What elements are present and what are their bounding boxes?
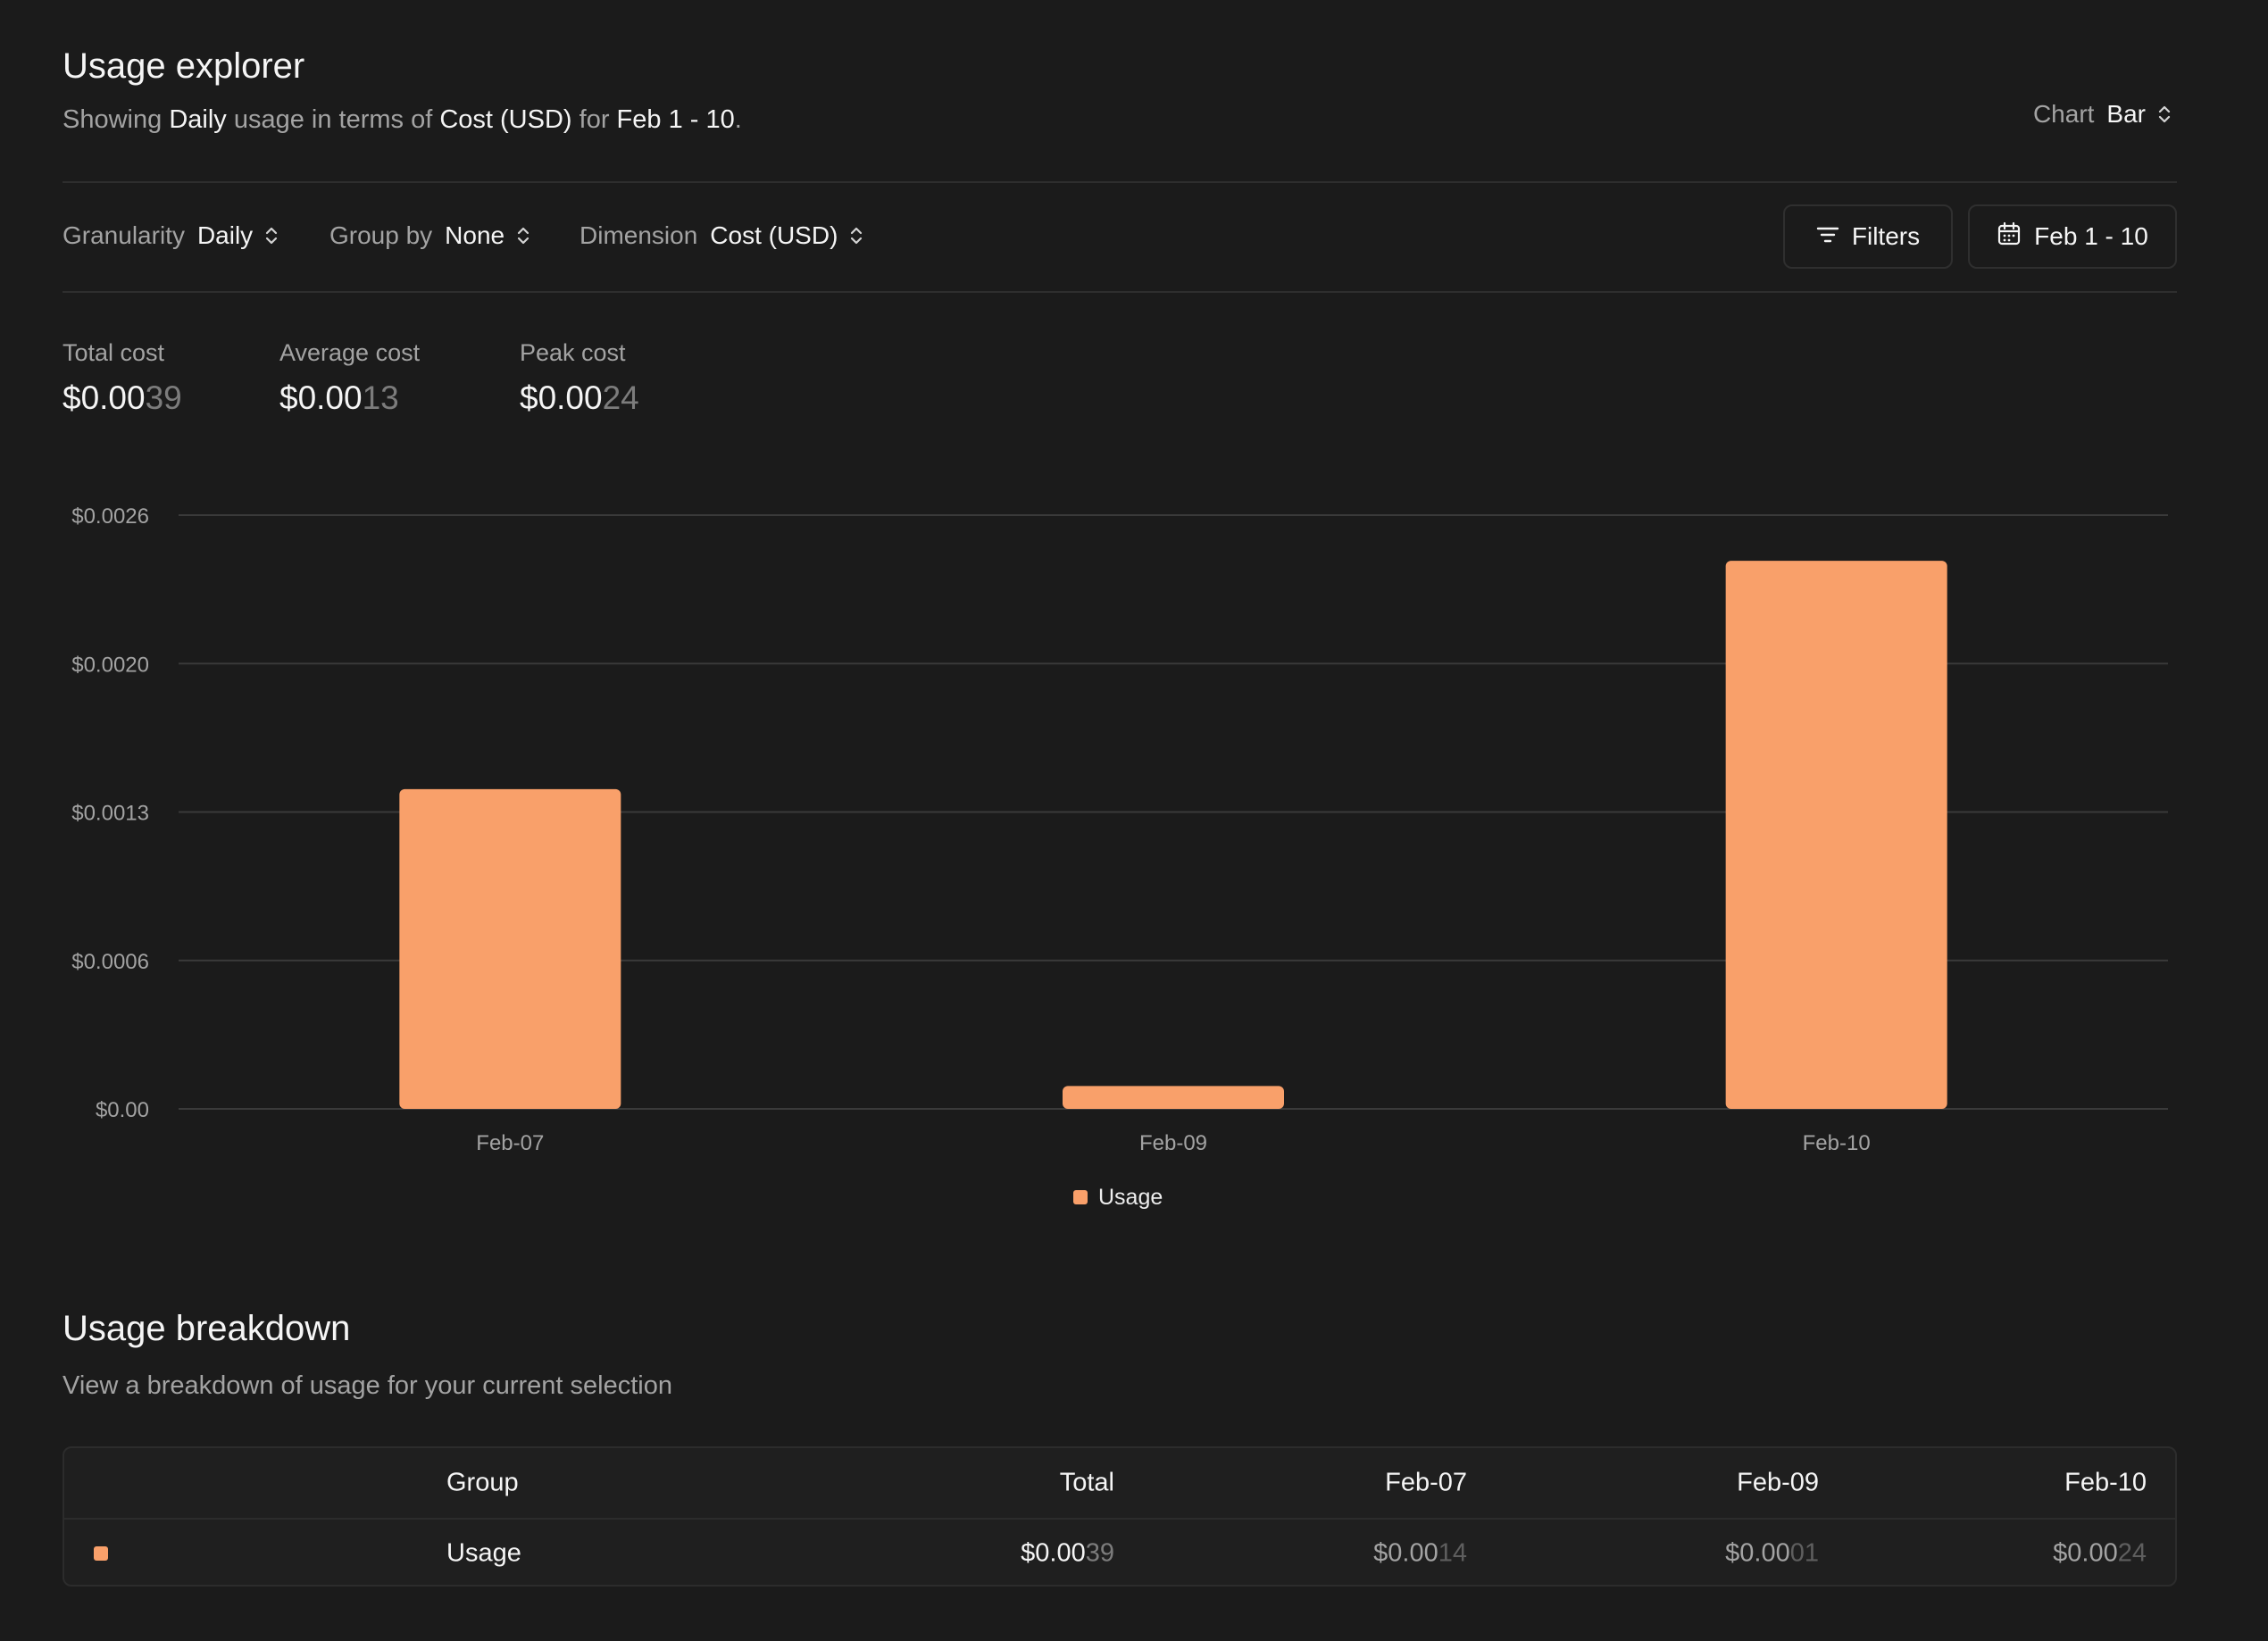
filter-icon bbox=[1816, 222, 1839, 251]
row-feb-09: $0.0001 bbox=[1725, 1538, 1819, 1568]
subtitle-end: . bbox=[734, 105, 742, 134]
divider-top bbox=[63, 181, 2177, 183]
stat-label: Peak cost bbox=[520, 339, 626, 366]
dimension-label: Dimension bbox=[580, 221, 698, 249]
chevron-up-down-icon bbox=[2158, 104, 2171, 125]
filters-button[interactable]: Filters bbox=[1783, 204, 1953, 269]
stat-value-main: $0.00 bbox=[279, 379, 363, 416]
date-range-label: Feb 1 - 10 bbox=[2034, 222, 2148, 250]
row-feb-10-main: $0.00 bbox=[2053, 1538, 2118, 1567]
stat-peak-cost: Peak cost $0.0024 bbox=[520, 339, 639, 417]
row-feb-07-dim: 14 bbox=[1438, 1538, 1467, 1567]
chart-type-label: Chart bbox=[2032, 100, 2095, 128]
bar-feb-10[interactable] bbox=[1725, 561, 1947, 1109]
subtitle-range: Feb 1 - 10 bbox=[616, 105, 735, 134]
dimension-value: Cost (USD) bbox=[710, 221, 838, 249]
breakdown-title: Usage breakdown bbox=[63, 1309, 351, 1348]
x-tick-label: Feb-10 bbox=[1803, 1131, 1871, 1155]
y-tick-label: $0.0020 bbox=[71, 653, 149, 677]
stat-label: Average cost bbox=[279, 339, 421, 366]
breakdown-table: Group Total Feb-07 Feb-09 Feb-10 Usage $… bbox=[63, 1446, 2177, 1587]
chevron-up-down-icon bbox=[517, 225, 529, 246]
stat-label: Total cost bbox=[63, 339, 165, 366]
stat-value-main: $0.00 bbox=[520, 379, 603, 416]
y-tick-label: $0.00 bbox=[96, 1098, 149, 1122]
chart-type-select[interactable]: Chart Bar bbox=[2033, 100, 2171, 129]
row-total-dim: 39 bbox=[1085, 1538, 1114, 1567]
row-feb-10: $0.0024 bbox=[2053, 1538, 2147, 1568]
y-tick-label: $0.0026 bbox=[71, 504, 149, 529]
subtitle-prefix: Showing bbox=[63, 105, 170, 134]
bar-feb-07[interactable] bbox=[399, 788, 621, 1109]
column-header-feb-07: Feb-07 bbox=[1385, 1468, 1467, 1497]
stat-value: $0.0039 bbox=[63, 379, 182, 417]
row-feb-09-dim: 01 bbox=[1789, 1538, 1819, 1567]
page-title: Usage explorer bbox=[63, 46, 305, 86]
x-tick-label: Feb-09 bbox=[1139, 1131, 1207, 1155]
subtitle-mid1: usage in terms of bbox=[226, 105, 440, 134]
stat-average-cost: Average cost $0.0013 bbox=[279, 339, 420, 417]
filters-label: Filters bbox=[1851, 222, 1921, 250]
granularity-value: Daily bbox=[196, 221, 254, 249]
y-tick-label: $0.0013 bbox=[71, 802, 149, 826]
chevron-up-down-icon bbox=[850, 225, 863, 246]
granularity-select[interactable]: Granularity Daily bbox=[63, 221, 278, 250]
legend-label: Usage bbox=[1098, 1185, 1163, 1210]
subtitle-granularity: Daily bbox=[169, 105, 227, 134]
row-feb-09-main: $0.00 bbox=[1725, 1538, 1790, 1567]
table-header-row: Group Total Feb-07 Feb-09 Feb-10 bbox=[64, 1448, 2175, 1520]
x-tick-label: Feb-07 bbox=[476, 1131, 544, 1155]
stat-total-cost: Total cost $0.0039 bbox=[63, 339, 182, 417]
chart-type-value: Bar bbox=[2106, 100, 2146, 128]
row-total: $0.0039 bbox=[1021, 1538, 1114, 1568]
stat-value-dim: 24 bbox=[602, 379, 639, 416]
legend-swatch bbox=[1073, 1190, 1088, 1204]
row-feb-10-dim: 24 bbox=[2117, 1538, 2147, 1567]
table-row[interactable]: Usage $0.0039 $0.0014 $0.0001 $0.0024 bbox=[64, 1520, 2175, 1585]
column-header-group: Group bbox=[446, 1468, 519, 1497]
divider-toolbar bbox=[63, 291, 2177, 293]
group-by-select[interactable]: Group by None bbox=[329, 221, 529, 250]
row-feb-07: $0.0014 bbox=[1373, 1538, 1467, 1568]
stat-value: $0.0024 bbox=[520, 379, 639, 417]
breakdown-subtitle: View a breakdown of usage for your curre… bbox=[63, 1371, 672, 1400]
usage-color-swatch bbox=[94, 1545, 108, 1561]
stat-value-dim: 39 bbox=[145, 379, 182, 416]
usage-bar-chart: $0.00 $0.0006 $0.0013 $0.0020 $0.0026 Feb-07 F… bbox=[71, 504, 2168, 1210]
group-by-label: Group by bbox=[329, 221, 433, 249]
stat-value-main: $0.00 bbox=[63, 379, 146, 416]
row-feb-07-main: $0.00 bbox=[1373, 1538, 1438, 1567]
bar-feb-09[interactable] bbox=[1063, 1086, 1284, 1109]
stat-value: $0.0013 bbox=[279, 379, 420, 417]
subtitle-dimension: Cost (USD) bbox=[439, 105, 572, 134]
column-header-feb-10: Feb-10 bbox=[2064, 1468, 2147, 1497]
column-header-total: Total bbox=[1059, 1468, 1114, 1497]
row-total-main: $0.00 bbox=[1021, 1538, 1086, 1567]
subtitle-mid2: for bbox=[571, 105, 617, 134]
granularity-label: Granularity bbox=[63, 221, 185, 249]
calendar-icon bbox=[1997, 221, 2022, 253]
date-range-button[interactable]: Feb 1 - 10 bbox=[1968, 204, 2177, 269]
page-subtitle: Showing Daily usage in terms of Cost (US… bbox=[63, 105, 742, 135]
stat-value-dim: 13 bbox=[362, 379, 399, 416]
column-header-feb-09: Feb-09 bbox=[1737, 1468, 1819, 1497]
row-group: Usage bbox=[446, 1538, 521, 1567]
group-by-value: None bbox=[445, 221, 505, 249]
chevron-up-down-icon bbox=[265, 225, 278, 246]
dimension-select[interactable]: Dimension Cost (USD) bbox=[580, 221, 863, 250]
y-tick-label: $0.0006 bbox=[71, 950, 149, 974]
